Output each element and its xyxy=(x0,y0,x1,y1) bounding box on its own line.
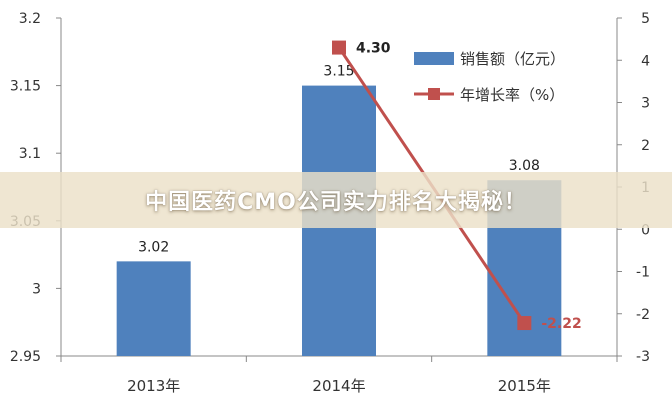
bar-data-label: 3.08 xyxy=(509,158,540,174)
legend-line-label: 年增长率（%） xyxy=(460,86,564,104)
growth-rate-data-label: 4.30 xyxy=(356,41,391,57)
growth-rate-data-label: -2.22 xyxy=(541,316,581,332)
left-axis-tick-label: 3 xyxy=(32,281,41,297)
right-axis-tick-label: 2 xyxy=(641,138,650,154)
growth-rate-point xyxy=(517,316,532,331)
x-axis-tick-label: 2013年 xyxy=(127,377,180,395)
right-axis-tick-label: 0 xyxy=(641,222,650,238)
right-axis-tick-label: -2 xyxy=(636,307,650,323)
right-axis-tick-label: -1 xyxy=(636,265,650,281)
left-axis-tick-label: 3.1 xyxy=(19,146,41,162)
banner-title: 中国医药CMO公司实力排名大揭秘！ xyxy=(145,190,527,215)
left-axis-tick-label: 2.95 xyxy=(10,349,41,365)
left-axis-tick-label: 3.15 xyxy=(10,79,41,95)
right-axis-tick-label: 3 xyxy=(641,96,650,112)
right-axis-tick-label: -3 xyxy=(636,349,650,365)
right-axis-tick-label: 5 xyxy=(641,11,650,27)
x-axis-tick-label: 2015年 xyxy=(498,377,551,395)
bar-data-label: 3.15 xyxy=(323,64,354,80)
bar xyxy=(116,261,191,356)
x-axis-tick-label: 2014年 xyxy=(312,377,365,395)
right-axis-tick-label: 4 xyxy=(641,53,650,69)
title-banner: 中国医药CMO公司实力排名大揭秘！ xyxy=(0,172,672,228)
legend-bar-swatch xyxy=(414,52,454,65)
growth-rate-point xyxy=(332,40,346,55)
left-axis-tick-label: 3.2 xyxy=(19,11,41,27)
legend-line-marker xyxy=(428,88,440,100)
legend-bar-label: 销售额（亿元） xyxy=(460,50,565,68)
bar-data-label: 3.02 xyxy=(138,239,169,255)
